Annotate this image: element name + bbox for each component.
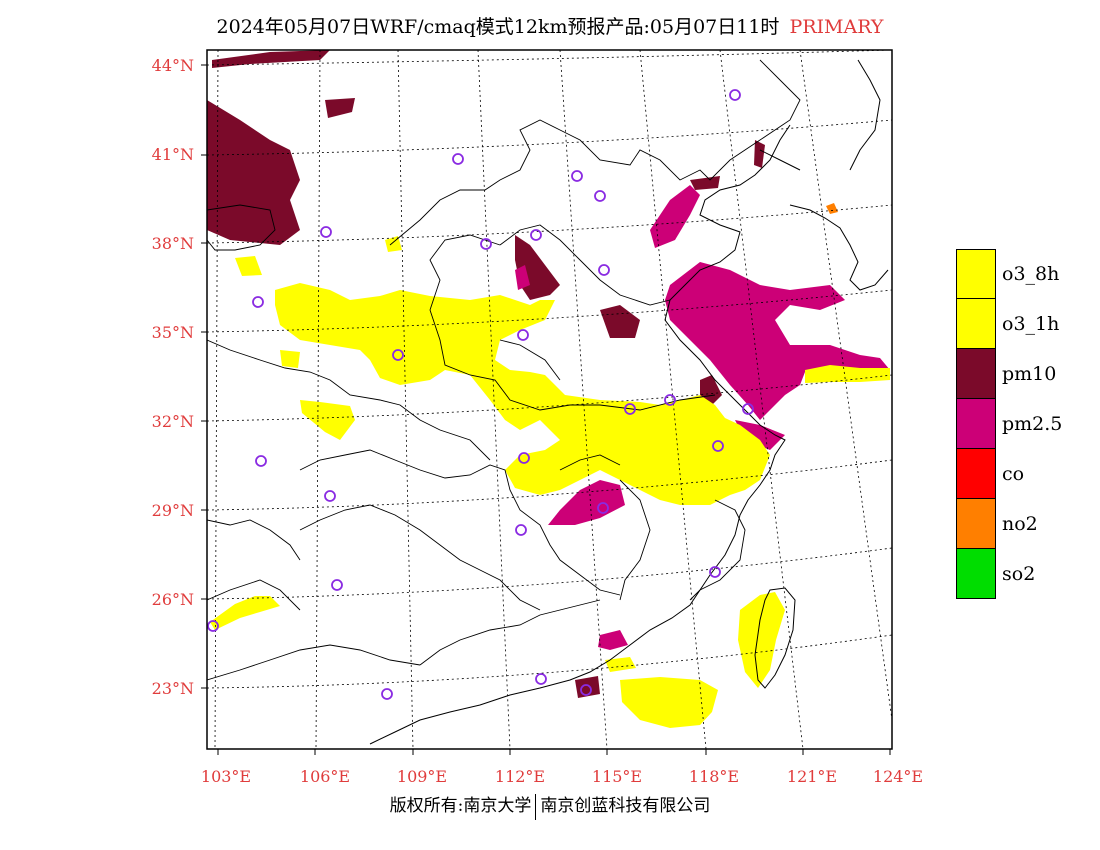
province-boundaries	[207, 59, 801, 681]
map-title: 2024年05月07日WRF/cmaq模式12km预报产品:05月07日11时 P…	[0, 12, 1100, 39]
lon-label: 112°E	[495, 767, 545, 786]
lon-label: 103°E	[201, 767, 251, 786]
legend-swatch	[956, 449, 996, 499]
legend-label: pm2.5	[1002, 413, 1063, 435]
lat-label: 44°N	[152, 56, 194, 75]
lon-label: 115°E	[592, 767, 642, 786]
legend-swatch	[956, 349, 996, 399]
longitude-labels: 103°E 106°E 109°E 112°E 115°E 118°E 121°…	[201, 767, 923, 786]
legend-item: pm2.5	[956, 399, 1062, 449]
title-main: 2024年05月07日WRF/cmaq模式12km预报产品:05月07日11时	[216, 16, 780, 38]
legend-item: co	[956, 449, 1062, 499]
map-content	[207, 50, 892, 749]
legend: o3_8h o3_1h pm10 pm2.5 co no2 so2	[956, 249, 1062, 599]
legend-label: so2	[1002, 563, 1036, 585]
lat-label: 23°N	[152, 679, 194, 698]
legend-label: o3_8h	[1002, 263, 1060, 285]
o3-areas	[210, 236, 890, 728]
lon-label: 121°E	[787, 767, 837, 786]
lon-label: 106°E	[300, 767, 350, 786]
legend-label: co	[1002, 463, 1025, 485]
longitude-ticks	[217, 749, 891, 755]
copyright: 版权所有:南京大学 南京创蓝科技有限公司	[0, 791, 1100, 820]
copyright-company: 南京创蓝科技有限公司	[540, 796, 711, 816]
copyright-owner: 版权所有:南京大学	[389, 796, 532, 816]
lat-label: 38°N	[152, 234, 194, 253]
latitude-ticks	[201, 64, 207, 689]
legend-label: o3_1h	[1002, 313, 1060, 335]
legend-swatch	[956, 299, 996, 349]
legend-item: o3_8h	[956, 249, 1062, 299]
lon-label: 118°E	[689, 767, 739, 786]
map-frame	[206, 49, 893, 750]
legend-item: o3_1h	[956, 299, 1062, 349]
lat-label: 32°N	[152, 412, 194, 431]
legend-label: no2	[1002, 513, 1038, 535]
lon-label: 109°E	[397, 767, 447, 786]
graticule	[207, 50, 892, 749]
lat-label: 29°N	[152, 501, 194, 520]
pm10-areas	[207, 50, 765, 698]
lat-label: 26°N	[152, 590, 194, 609]
no2-areas	[826, 203, 838, 214]
legend-swatch	[956, 499, 996, 549]
lat-label: 35°N	[152, 323, 194, 342]
legend-item: pm10	[956, 349, 1062, 399]
legend-swatch	[956, 549, 996, 599]
legend-item: so2	[956, 549, 1062, 599]
legend-swatch	[956, 399, 996, 449]
legend-swatch	[956, 249, 996, 299]
pm25-areas	[515, 185, 890, 650]
lon-label: 124°E	[873, 767, 923, 786]
station-markers	[207, 89, 754, 700]
legend-item: no2	[956, 499, 1062, 549]
latitude-labels: 44°N 41°N 38°N 35°N 32°N 29°N 26°N 23°N	[152, 56, 194, 698]
lat-label: 41°N	[152, 145, 194, 164]
title-tag: PRIMARY	[789, 16, 884, 38]
copyright-separator	[535, 793, 537, 820]
legend-label: pm10	[1002, 363, 1057, 385]
coastline	[369, 59, 889, 745]
